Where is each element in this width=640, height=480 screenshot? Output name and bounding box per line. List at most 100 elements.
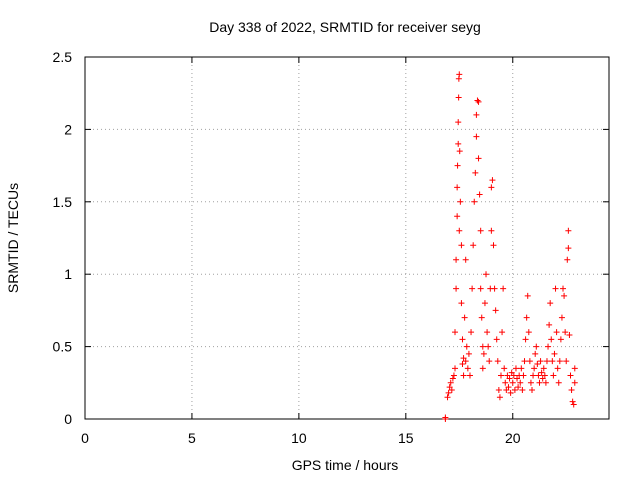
data-point — [477, 227, 484, 234]
data-point — [560, 285, 567, 292]
data-point — [491, 285, 498, 292]
data-point — [459, 360, 466, 367]
data-point — [475, 98, 482, 105]
data-point — [547, 300, 554, 307]
data-point — [461, 314, 468, 321]
plot-frame — [84, 56, 610, 420]
data-point — [542, 379, 549, 386]
data-point — [543, 358, 550, 365]
data-point — [567, 372, 574, 379]
data-point — [479, 343, 486, 350]
data-point — [485, 343, 492, 350]
data-point — [473, 111, 480, 118]
y-tick-label: 1.5 — [53, 194, 73, 210]
data-point — [450, 372, 457, 379]
data-point — [456, 71, 463, 78]
data-point — [561, 292, 568, 299]
data-point — [541, 372, 548, 379]
data-point — [534, 360, 541, 367]
data-point — [489, 177, 496, 184]
data-point — [520, 372, 527, 379]
data-point — [505, 384, 512, 391]
data-point — [564, 256, 571, 263]
data-point — [463, 343, 470, 350]
data-point — [501, 365, 508, 372]
data-point — [566, 332, 573, 339]
chart-title: Day 338 of 2022, SRMTID for receiver sey… — [209, 19, 481, 35]
y-tick-label: 0 — [64, 411, 72, 427]
data-point — [518, 365, 525, 372]
data-point — [565, 227, 572, 234]
data-point — [551, 350, 558, 357]
x-tick-label: 15 — [398, 430, 414, 446]
data-point — [478, 314, 485, 321]
data-point — [460, 372, 467, 379]
data-point — [490, 242, 497, 249]
data-point — [454, 213, 461, 220]
data-point — [507, 389, 514, 396]
data-point — [554, 365, 561, 372]
data-point — [447, 379, 454, 386]
data-point — [499, 329, 506, 336]
data-point — [471, 198, 478, 205]
data-point — [475, 155, 482, 162]
data-point — [517, 379, 524, 386]
data-point — [515, 384, 522, 391]
data-point — [536, 379, 543, 386]
data-point — [445, 389, 452, 396]
data-point — [568, 387, 575, 394]
data-point — [556, 358, 563, 365]
data-point — [488, 227, 495, 234]
data-point — [449, 375, 456, 382]
data-point — [456, 148, 463, 155]
data-point — [457, 198, 464, 205]
data-point — [484, 329, 491, 336]
data-point — [495, 387, 502, 394]
data-point — [472, 169, 479, 176]
data-point — [571, 379, 578, 386]
data-point — [458, 300, 465, 307]
data-point — [557, 336, 564, 343]
grid — [85, 57, 609, 419]
data-point — [481, 300, 488, 307]
data-point — [469, 285, 476, 292]
data-point — [506, 375, 513, 382]
data-point — [563, 358, 570, 365]
data-point — [524, 292, 531, 299]
x-tick-label: 20 — [505, 430, 521, 446]
data-point — [456, 227, 463, 234]
y-tick-label: 2 — [64, 121, 72, 137]
data-point — [479, 365, 486, 372]
data-point — [466, 372, 473, 379]
data-point — [453, 256, 460, 263]
data-point — [442, 414, 449, 421]
data-point — [452, 365, 459, 372]
data-point — [522, 336, 529, 343]
data-point — [477, 285, 484, 292]
data-point — [464, 365, 471, 372]
data-point — [455, 119, 462, 126]
data-point — [459, 336, 466, 343]
data-point — [538, 369, 545, 376]
data-point — [562, 329, 569, 336]
x-tick-label: 5 — [188, 430, 196, 446]
data-point — [444, 394, 451, 401]
data-point — [530, 372, 537, 379]
data-point — [468, 329, 475, 336]
data-point — [470, 242, 477, 249]
data-point — [552, 285, 559, 292]
data-point — [509, 379, 516, 386]
data-point — [488, 184, 495, 191]
data-point — [571, 365, 578, 372]
x-tick-label: 0 — [81, 430, 89, 446]
data-point — [452, 329, 459, 336]
data-point — [537, 358, 544, 365]
data-point — [549, 358, 556, 365]
data-point — [550, 372, 557, 379]
data-point — [569, 398, 576, 405]
data-point — [523, 314, 530, 321]
x-tick-label: 10 — [291, 430, 307, 446]
data-point — [473, 133, 480, 140]
x-axis-label: GPS time / hours — [292, 457, 399, 473]
data-point — [532, 350, 539, 357]
